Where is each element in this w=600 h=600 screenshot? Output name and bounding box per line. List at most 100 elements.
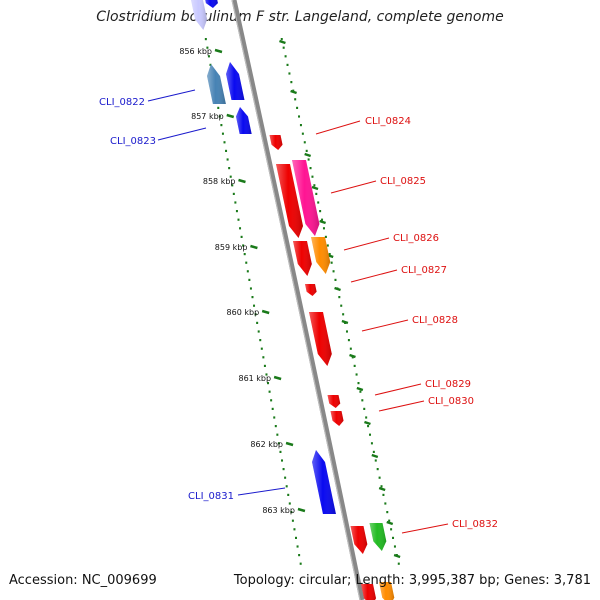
kbp-major-tick	[297, 507, 306, 513]
tick-dot-right	[388, 519, 391, 522]
leader-line	[374, 383, 422, 396]
tick-dot-right	[342, 313, 345, 316]
tick-dot-left	[218, 115, 221, 118]
feature-bottom-orange-shade	[379, 582, 395, 600]
tick-major-right	[319, 219, 326, 225]
tick-dot-left	[217, 106, 220, 109]
gene-cli-0824-shade	[269, 135, 283, 150]
tick-dot-left	[245, 261, 248, 264]
tick-dot-right	[392, 536, 395, 539]
leader-line	[401, 523, 449, 534]
tick-dot-left	[235, 210, 238, 213]
gene-label: CLI_0830	[428, 396, 474, 407]
kbp-label: 861 kbp	[238, 374, 271, 383]
gene-cli-0832-shade	[369, 523, 387, 551]
tick-dot-left	[253, 304, 256, 307]
tick-major-right	[349, 353, 356, 359]
gene-cli-0832	[369, 523, 387, 551]
tick-dot-left	[293, 528, 296, 531]
gene-label: CLI_0832	[452, 519, 498, 530]
tick-dot-left	[248, 278, 251, 281]
gene-cli-0826-shade	[293, 241, 312, 276]
tick-dot-left	[270, 399, 273, 402]
gene-cli-0824	[269, 135, 283, 150]
tick-major-right	[386, 520, 394, 526]
tick-dot-right	[284, 55, 287, 58]
gene-cli-0826	[293, 241, 312, 276]
tick-dot-right	[294, 98, 297, 101]
tick-dot-right	[315, 192, 318, 195]
gene-cli-0827	[311, 237, 331, 274]
tick-dot-left	[239, 227, 242, 230]
tick-dot-left	[242, 244, 245, 247]
tick-major-right	[311, 185, 319, 191]
tick-dot-right	[386, 511, 389, 514]
tick-dot-right	[309, 167, 312, 170]
gene-cli-0832-neighbor-shade	[350, 526, 368, 554]
leader-line	[378, 400, 425, 412]
gene-cli-0825-neighbor-shade	[276, 164, 304, 238]
leader-line	[147, 89, 196, 102]
tick-dot-left	[206, 46, 209, 49]
leader-line	[330, 180, 377, 194]
gene-label: CLI_0825	[380, 176, 426, 187]
tick-dot-right	[328, 253, 331, 256]
tick-dot-right	[393, 545, 396, 548]
tick-dot-right	[378, 476, 381, 479]
tick-major-right	[304, 152, 312, 158]
tick-dot-right	[324, 235, 327, 238]
tick-dot-left	[254, 313, 257, 316]
tick-dot-right	[311, 175, 314, 178]
tick-dot-right	[321, 218, 324, 221]
feature-small-red	[305, 284, 317, 296]
tick-dot-left	[288, 502, 291, 505]
tick-dot-right	[332, 270, 335, 273]
leader-line	[350, 269, 398, 283]
tick-dot-left	[225, 149, 228, 152]
tick-major-right	[356, 386, 364, 392]
kbp-label: 862 kbp	[250, 440, 283, 449]
tick-dot-left	[243, 253, 246, 256]
kbp-label: 859 kbp	[215, 243, 248, 252]
feature-bottom-orange	[379, 582, 395, 600]
tick-major-right	[279, 39, 286, 45]
tick-dot-right	[365, 416, 368, 419]
tick-dot-right	[286, 63, 289, 66]
tick-major-right	[334, 286, 341, 292]
tick-dot-right	[361, 399, 364, 402]
tick-major-right	[393, 553, 401, 559]
tick-dot-left	[221, 132, 224, 135]
tick-dot-right	[357, 382, 360, 385]
tick-dot-left	[220, 124, 223, 127]
tick-dot-right	[340, 304, 343, 307]
tick-dot-left	[290, 511, 293, 514]
tick-dot-right	[384, 502, 387, 505]
tick-dot-left	[295, 536, 298, 539]
gene-cli-0828	[309, 312, 332, 366]
tick-dot-right	[322, 227, 325, 230]
tick-dot-left	[223, 141, 226, 144]
gene-cli-0822-adjacent-shade	[226, 62, 245, 100]
tick-dot-right	[334, 278, 337, 281]
tick-dot-right	[298, 115, 301, 118]
kbp-major-tick	[250, 244, 258, 250]
tick-dot-right	[296, 106, 299, 109]
tick-dot-left	[282, 468, 285, 471]
tick-dot-right	[305, 149, 308, 152]
tick-dot-left	[284, 476, 287, 479]
tick-dot-right	[355, 373, 358, 376]
tick-dot-left	[249, 287, 252, 290]
feature-top-lavender-shade	[191, 0, 208, 30]
tick-dot-right	[353, 364, 356, 367]
gene-cli-0829	[327, 395, 341, 408]
tick-major-right	[364, 420, 371, 426]
tick-dot-right	[301, 132, 304, 135]
leader-line	[237, 487, 286, 496]
gene-cli-0823	[235, 107, 252, 134]
tick-dot-left	[281, 459, 284, 462]
tick-dot-left	[262, 356, 265, 359]
tick-dot-left	[229, 175, 232, 178]
tick-dot-right	[369, 433, 372, 436]
gene-cli-0830-shade	[330, 411, 344, 426]
